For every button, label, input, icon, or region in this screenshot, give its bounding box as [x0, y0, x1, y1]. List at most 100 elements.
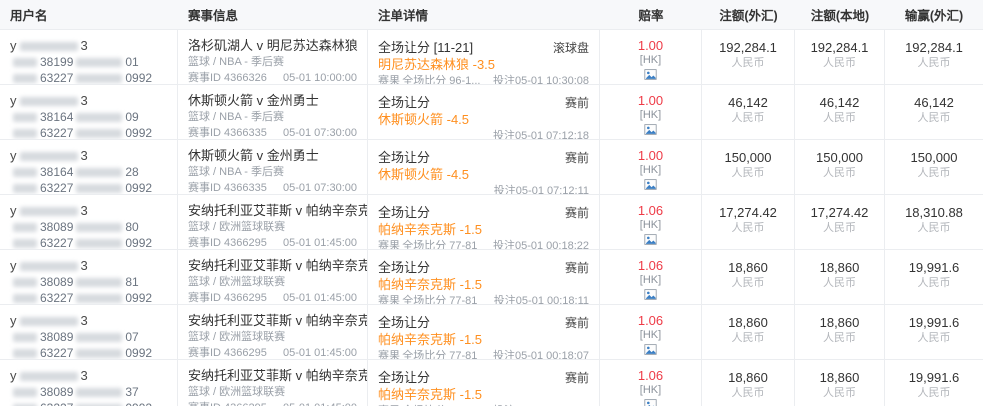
redacted-text	[13, 74, 37, 84]
match-start-time: 05-01 01:45:00	[283, 400, 357, 406]
redacted-text	[13, 184, 37, 194]
cell-odds: 1.06 [HK]	[600, 360, 702, 406]
cell-odds: 1.06 [HK]	[600, 250, 702, 304]
event-id: 赛事ID 4366295	[188, 237, 267, 249]
match-league: 篮球 / NBA - 季后赛	[188, 56, 284, 68]
stake-local-amount: 17,274.42	[810, 205, 869, 220]
stake-foreign-amount: 17,274.42	[719, 205, 777, 220]
cell-winloss-foreign: 150,000 人民币	[885, 140, 983, 194]
stake-local-currency: 人民币	[823, 167, 856, 179]
odds-type: [HK]	[639, 164, 662, 176]
bet-number: 38089 81	[10, 274, 167, 290]
bet-selection: 明尼苏达森林狼 -3.5	[378, 57, 496, 72]
cell-winloss-foreign: 19,991.6 人民币	[885, 305, 983, 359]
winloss-foreign-amount: 150,000	[910, 150, 958, 165]
winloss-foreign-amount: 192,284.1	[905, 40, 963, 55]
bet-market: 全场让分 [11-21]	[378, 40, 474, 55]
stake-foreign-amount: 192,284.1	[719, 40, 777, 55]
bet-time: 投注05-01 10:30:08	[492, 75, 589, 84]
cell-odds: 1.06 [HK]	[600, 195, 702, 249]
stake-foreign-currency: 人民币	[731, 332, 765, 344]
match-start-time: 05-01 01:45:00	[282, 237, 357, 249]
match-teams: 休斯顿火箭 v 金州勇士	[188, 93, 319, 108]
bet-selection: 帕纳辛奈克斯 -1.5	[378, 222, 483, 237]
redacted-text	[13, 129, 37, 139]
redacted-text	[19, 42, 78, 52]
stake-foreign-currency: 人民币	[731, 222, 765, 234]
winloss-foreign-currency: 人民币	[917, 112, 951, 124]
odds-type: [HK]	[639, 109, 662, 121]
odds-type: [HK]	[639, 274, 662, 286]
stake-local-currency: 人民币	[823, 277, 856, 289]
stake-local-amount: 192,284.1	[810, 40, 869, 55]
match-result: 赛果 全场比分 96-1...	[378, 75, 481, 84]
winloss-foreign-amount: 46,142	[914, 95, 954, 110]
redacted-text	[13, 278, 37, 288]
event-id: 赛事ID 4366335	[188, 182, 267, 194]
cell-stake-local: 46,142 人民币	[795, 85, 885, 139]
stake-foreign-currency: 人民币	[731, 112, 765, 124]
win-status-icon	[644, 68, 657, 84]
cell-match-info: 安纳托利亚艾菲斯 v 帕纳辛奈克斯 篮球 / 欧洲篮球联赛 赛事ID 43662…	[178, 195, 368, 249]
stake-local-currency: 人民币	[823, 112, 856, 124]
redacted-text	[19, 97, 78, 107]
stake-local-currency: 人民币	[823, 57, 856, 69]
redacted-text	[13, 58, 37, 68]
redacted-text	[19, 262, 78, 272]
cell-match-info: 安纳托利亚艾菲斯 v 帕纳辛奈克斯 篮球 / 欧洲篮球联赛 赛事ID 43662…	[178, 305, 368, 359]
odds-type: [HK]	[639, 219, 662, 231]
cell-match-info: 安纳托利亚艾菲斯 v 帕纳辛奈克斯 篮球 / 欧洲篮球联赛 赛事ID 43662…	[178, 250, 368, 304]
stake-foreign-amount: 18,860	[728, 370, 768, 385]
bet-time: 投注05-01 07:12:18	[492, 130, 589, 139]
cell-winloss-foreign: 19,991.6 人民币	[885, 360, 983, 406]
cell-stake-foreign: 192,284.1 人民币	[702, 30, 795, 84]
stake-local-amount: 150,000	[816, 150, 863, 165]
odds-type: [HK]	[639, 384, 662, 396]
bet-selection: 帕纳辛奈克斯 -1.5	[378, 277, 483, 292]
winloss-foreign-currency: 人民币	[917, 387, 951, 399]
redacted-text	[76, 349, 123, 359]
odds-value: 1.06	[637, 203, 664, 218]
cell-match-info: 休斯顿火箭 v 金州勇士 篮球 / NBA - 季后赛 赛事ID 4366335…	[178, 140, 368, 194]
odds-type: [HK]	[639, 54, 662, 66]
cell-winloss-foreign: 46,142 人民币	[885, 85, 983, 139]
stake-foreign-amount: 18,860	[728, 260, 768, 275]
cell-match-info: 洛杉矶湖人 v 明尼苏达森林狼 篮球 / NBA - 季后赛 赛事ID 4366…	[178, 30, 368, 84]
bet-time: 投注05-01 00:18:11	[493, 295, 589, 304]
table-header-row: 用户名 赛事信息 注单详情 赔率 注额(外汇) 注额(本地) 输赢(外汇)	[0, 0, 983, 30]
bet-selection: 休斯顿火箭 -4.5	[378, 167, 470, 182]
cell-odds: 1.00 [HK]	[600, 85, 702, 139]
redacted-text	[76, 294, 123, 304]
stake-foreign-currency: 人民币	[731, 387, 765, 399]
stake-local-amount: 18,860	[819, 260, 860, 275]
cell-bet-details: 全场让分 赛前 帕纳辛奈克斯 -1.5 赛果 全场比分 77-81 投注05-0…	[368, 360, 600, 406]
bet-selection: 帕纳辛奈克斯 -1.5	[378, 332, 483, 347]
stake-local-currency: 人民币	[823, 222, 856, 234]
bet-number: 38199 01	[10, 54, 167, 70]
cell-bet-details: 全场让分 [11-21] 滚球盘 明尼苏达森林狼 -3.5 赛果 全场比分 96…	[368, 30, 600, 84]
redacted-text	[76, 74, 123, 84]
cell-stake-foreign: 46,142 人民币	[702, 85, 795, 139]
redacted-text	[13, 333, 37, 343]
bet-phase-tag: 赛前	[564, 371, 589, 385]
redacted-text	[76, 223, 123, 233]
winloss-foreign-currency: 人民币	[917, 57, 951, 69]
